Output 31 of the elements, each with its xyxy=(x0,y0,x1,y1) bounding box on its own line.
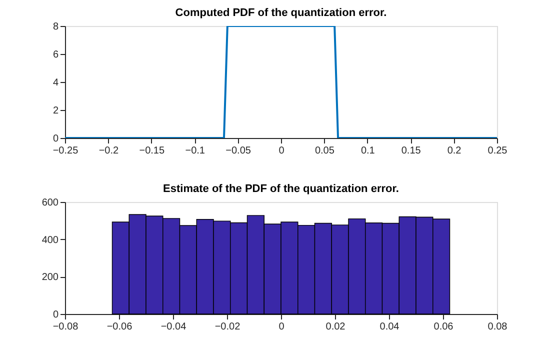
x-tick-label: −0.08 xyxy=(52,322,79,332)
x-tick-label: −0.04 xyxy=(160,322,187,332)
x-tick-label: 0 xyxy=(278,322,285,332)
y-tick-label: 200 xyxy=(42,272,59,284)
y-tick-label: 0 xyxy=(52,134,59,144)
x-tick-label: 0.1 xyxy=(360,146,376,156)
y-tick-label: 6 xyxy=(52,50,59,60)
x-tick-label: 0.15 xyxy=(401,146,422,156)
y-tick-label: 4 xyxy=(52,78,59,88)
x-tick-label: −0.05 xyxy=(226,146,252,156)
y-tick-label: 400 xyxy=(42,234,59,246)
x-tick-label: −0.1 xyxy=(185,146,206,156)
x-tick-label: 0.08 xyxy=(488,322,508,332)
x-tick-label: 0 xyxy=(278,146,285,156)
chart-title: Estimate of the PDF of the quantization error. xyxy=(163,183,399,195)
x-tick-label: 0.05 xyxy=(314,146,335,156)
y-tick-label: 2 xyxy=(52,106,59,116)
x-tick-label: 0.06 xyxy=(434,322,454,332)
x-tick-label: 0.25 xyxy=(488,146,508,156)
y-tick-label: 600 xyxy=(42,198,59,208)
y-tick-label: 8 xyxy=(52,22,59,32)
x-tick-label: −0.06 xyxy=(106,322,133,332)
x-tick-label: −0.25 xyxy=(52,146,79,156)
y-tick-label: 0 xyxy=(52,310,59,320)
chart-title: Computed PDF of the quantization error. xyxy=(175,7,387,19)
x-tick-label: 0.04 xyxy=(380,322,400,332)
x-tick-label: −0.2 xyxy=(98,146,120,156)
x-tick-label: 0.2 xyxy=(447,146,462,156)
x-tick-label: −0.02 xyxy=(214,322,241,332)
x-tick-label: 0.02 xyxy=(326,322,346,332)
x-tick-label: −0.15 xyxy=(139,146,165,156)
